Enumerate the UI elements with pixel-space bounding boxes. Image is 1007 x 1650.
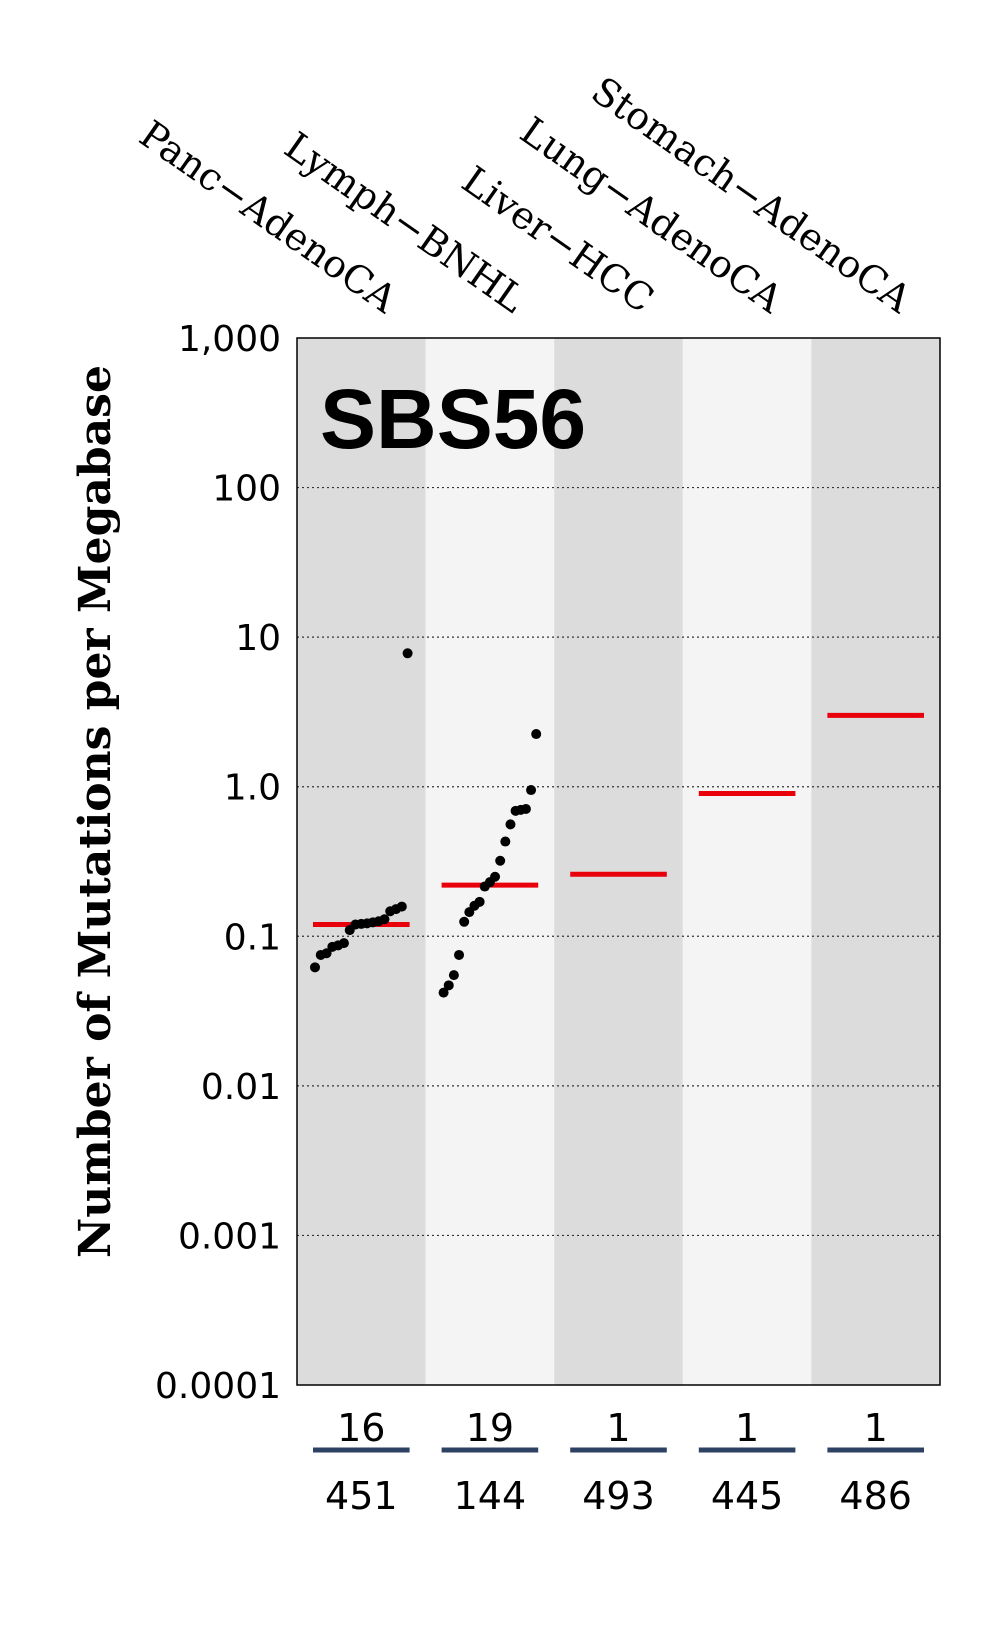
data-point xyxy=(526,785,537,796)
data-point xyxy=(310,962,320,973)
y-axis-label: Number of Mutations per Megabase xyxy=(70,365,121,1258)
total-samples: 445 xyxy=(711,1474,784,1518)
y-tick-labels: 0.0001 0.001 0.01 0.1 1.0 10 100 1,000 xyxy=(155,319,281,1407)
data-point xyxy=(454,949,465,960)
data-point xyxy=(531,729,542,740)
data-point xyxy=(438,987,449,998)
gridlines xyxy=(297,486,940,1237)
data-point xyxy=(448,970,459,981)
category-band xyxy=(297,338,426,1385)
data-point xyxy=(490,871,501,882)
total-samples: 451 xyxy=(325,1474,398,1518)
data-points xyxy=(310,648,542,998)
data-point xyxy=(500,836,511,847)
y-tick-label: 1.0 xyxy=(224,768,281,809)
chart-title: SBS56 xyxy=(320,372,586,466)
y-tick-label: 0.001 xyxy=(178,1216,281,1257)
y-tick-label: 0.0001 xyxy=(155,1366,281,1407)
total-samples: 493 xyxy=(582,1474,655,1518)
samples-with-signature: 1 xyxy=(864,1406,888,1450)
y-tick-label: 0.1 xyxy=(224,917,281,958)
samples-with-signature: 19 xyxy=(466,1406,514,1450)
data-point xyxy=(474,896,485,907)
data-point xyxy=(459,916,470,927)
data-point xyxy=(379,914,390,925)
data-point xyxy=(495,855,506,866)
data-point xyxy=(338,938,349,949)
category-band xyxy=(682,338,812,1385)
category-band xyxy=(554,338,683,1385)
samples-with-signature: 16 xyxy=(337,1406,385,1450)
data-point xyxy=(402,648,413,659)
plot-frame xyxy=(296,337,941,1386)
data-point xyxy=(396,901,407,912)
y-tick-label: 0.01 xyxy=(201,1067,281,1108)
y-tick-label: 100 xyxy=(212,469,281,510)
category-labels: Panc−AdenoCALymph−BNHLLiver−HCCLung−Aden… xyxy=(132,68,920,322)
category-bands xyxy=(297,338,940,1385)
total-samples: 486 xyxy=(839,1474,912,1518)
sample-counts: 16 451 19 144 1 493 1 445 1 486 xyxy=(313,1406,924,1518)
data-point xyxy=(505,819,516,830)
data-point xyxy=(443,980,454,991)
category-band xyxy=(811,338,940,1385)
samples-with-signature: 1 xyxy=(606,1406,630,1450)
total-samples: 144 xyxy=(454,1474,527,1518)
category-band xyxy=(425,338,555,1385)
samples-with-signature: 1 xyxy=(735,1406,759,1450)
y-tick-label: 1,000 xyxy=(178,319,281,360)
data-point xyxy=(321,948,332,959)
data-point xyxy=(520,803,531,814)
y-tick-label: 10 xyxy=(235,618,281,659)
